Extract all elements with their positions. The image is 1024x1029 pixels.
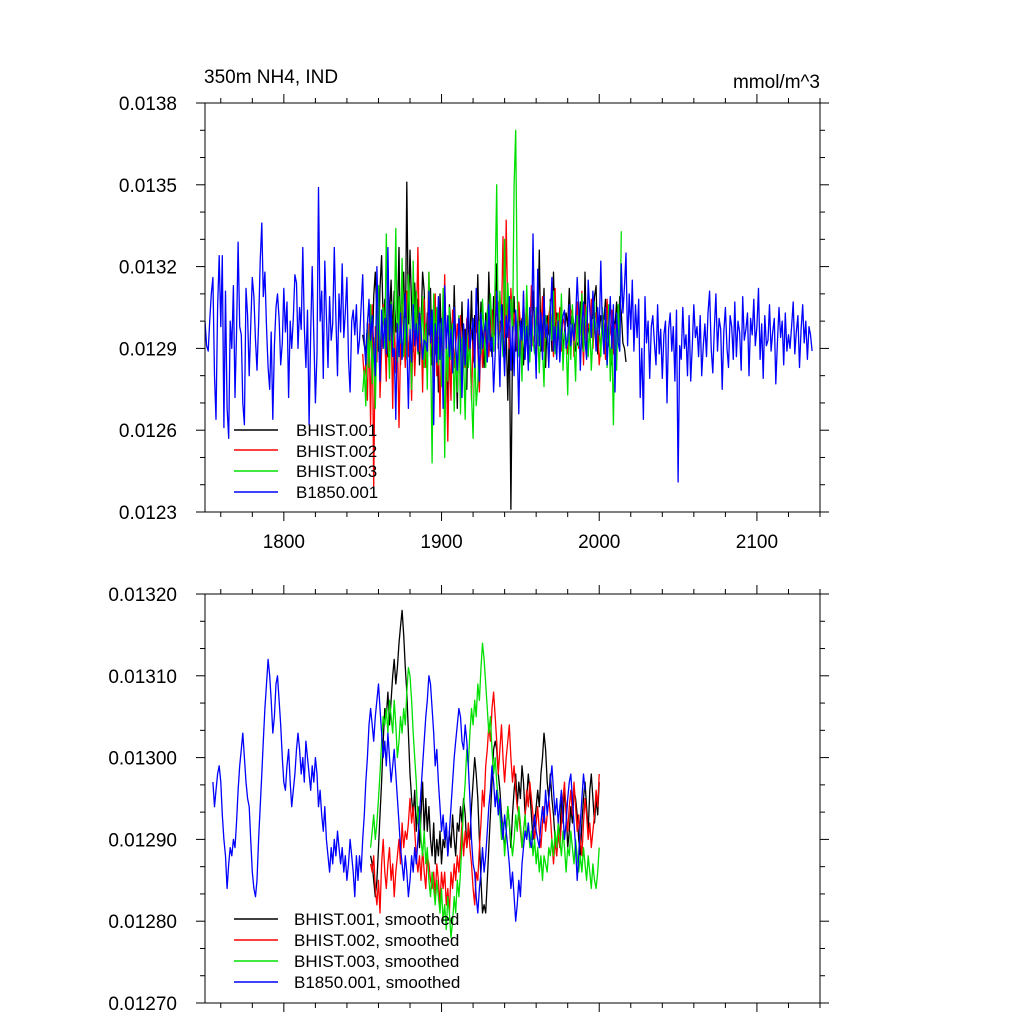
legend-label-bhist003: BHIST.003 bbox=[296, 462, 377, 481]
bottom-plot-frame bbox=[204, 593, 821, 1004]
top-panel: 350m NH4, IND mmol/m^3 1800 1900 2000 2100 0… bbox=[119, 67, 829, 553]
bottom-y-tick-label: 0.01270 bbox=[108, 994, 177, 1015]
top-series-line-3 bbox=[205, 186, 813, 483]
legend-label-b1850001: B1850.001 bbox=[296, 483, 378, 502]
top-panel-title: 350m NH4, IND bbox=[204, 67, 338, 88]
top-y-tick-label: 0.0129 bbox=[119, 339, 177, 360]
legend-label-bhist003-smoothed: BHIST.003, smoothed bbox=[294, 952, 459, 971]
bottom-y-tick-label: 0.01290 bbox=[108, 830, 177, 851]
bottom-series-group bbox=[212, 609, 600, 939]
bottom-series-line-2 bbox=[369, 642, 600, 939]
top-axes: 1800 1900 2000 2100 0.0123 0.0126 0.0129 0.0132… bbox=[119, 94, 829, 553]
top-series-line-1 bbox=[362, 219, 616, 491]
top-y-tick-label: 0.0138 bbox=[119, 94, 177, 115]
bottom-y-tick-label: 0.01320 bbox=[108, 585, 177, 606]
top-panel-units: mmol/m^3 bbox=[733, 72, 820, 93]
bottom-series-line-3 bbox=[212, 658, 586, 922]
top-x-tick-label: 2000 bbox=[578, 532, 620, 553]
bottom-y-tick-label: 0.01310 bbox=[108, 667, 177, 688]
bottom-y-tick-label: 0.01300 bbox=[108, 749, 177, 770]
top-x-tick-label: 1900 bbox=[420, 532, 462, 553]
top-y-tick-label: 0.0123 bbox=[119, 503, 177, 524]
top-y-tick-label: 0.0135 bbox=[119, 176, 177, 197]
top-series-line-2 bbox=[362, 129, 622, 464]
top-legend: BHIST.001 BHIST.002 BHIST.003 B1850.001 bbox=[234, 421, 378, 502]
bottom-axes: 0.01270 0.01280 0.01290 0.01300 0.01310 0.013… bbox=[108, 585, 829, 1015]
legend-label-bhist002-smoothed: BHIST.002, smoothed bbox=[294, 931, 459, 950]
legend-label-bhist001: BHIST.001 bbox=[296, 421, 377, 440]
bottom-panel: 0.01270 0.01280 0.01290 0.01300 0.01310 0.013… bbox=[108, 585, 829, 1015]
bottom-y-tick-label: 0.01280 bbox=[108, 912, 177, 933]
top-series-group bbox=[205, 129, 813, 510]
top-x-tick-label: 2100 bbox=[736, 532, 778, 553]
bottom-series-line-0 bbox=[369, 609, 600, 914]
legend-label-bhist002: BHIST.002 bbox=[296, 442, 377, 461]
top-y-tick-label: 0.0132 bbox=[119, 258, 177, 279]
top-x-tick-label: 1800 bbox=[263, 532, 305, 553]
bottom-legend: BHIST.001, smoothed BHIST.002, smoothed … bbox=[234, 910, 460, 992]
legend-label-bhist001-smoothed: BHIST.001, smoothed bbox=[294, 910, 459, 929]
bottom-series-line-1 bbox=[369, 691, 600, 914]
top-y-tick-label: 0.0126 bbox=[119, 421, 177, 442]
top-plot-frame bbox=[204, 102, 821, 513]
legend-label-b1850001-smoothed: B1850.001, smoothed bbox=[294, 973, 460, 992]
